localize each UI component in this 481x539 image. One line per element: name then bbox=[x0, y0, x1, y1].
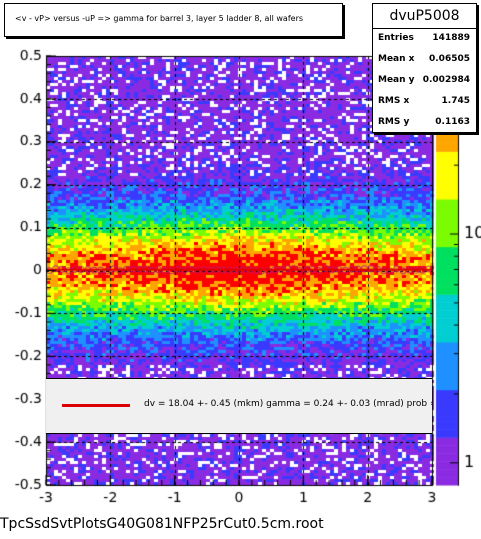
stat-value: 0.06505 bbox=[429, 54, 470, 64]
stat-label: Mean x bbox=[378, 54, 415, 64]
stat-value: 1.745 bbox=[441, 96, 470, 106]
stat-row-mean-x: Mean x 0.06505 bbox=[373, 49, 476, 70]
stat-label: RMS y bbox=[378, 117, 410, 127]
stat-row-mean-y: Mean y 0.002984 bbox=[373, 70, 476, 91]
file-name-label: TpcSsdSvtPlotsG40G081NFP25rCut0.5cm.root bbox=[0, 516, 324, 532]
stat-value: 0.1163 bbox=[435, 117, 470, 127]
stat-value: 0.002984 bbox=[422, 75, 470, 85]
stat-row-rms-y: RMS y 0.1163 bbox=[373, 112, 476, 133]
fit-result-text: dv = 18.04 +- 0.45 (mkm) gamma = 0.24 +-… bbox=[144, 399, 432, 409]
stat-label: RMS x bbox=[378, 96, 410, 106]
stats-name: dvuP5008 bbox=[373, 4, 476, 29]
stat-value: 141889 bbox=[432, 33, 470, 43]
stat-label: Mean y bbox=[378, 75, 415, 85]
stat-label: Entries bbox=[378, 33, 414, 43]
histogram-title: <v - vP> versus -uP => gamma for barrel … bbox=[15, 14, 304, 23]
stat-row-entries: Entries 141889 bbox=[373, 28, 476, 49]
stat-row-rms-x: RMS x 1.745 bbox=[373, 91, 476, 112]
histogram-title-box: <v - vP> versus -uP => gamma for barrel … bbox=[4, 3, 343, 37]
stats-box: dvuP5008 Entries 141889 Mean x 0.06505 M… bbox=[372, 3, 477, 133]
fit-legend: dv = 18.04 +- 0.45 (mkm) gamma = 0.24 +-… bbox=[46, 378, 432, 434]
fit-line-sample bbox=[62, 404, 130, 407]
